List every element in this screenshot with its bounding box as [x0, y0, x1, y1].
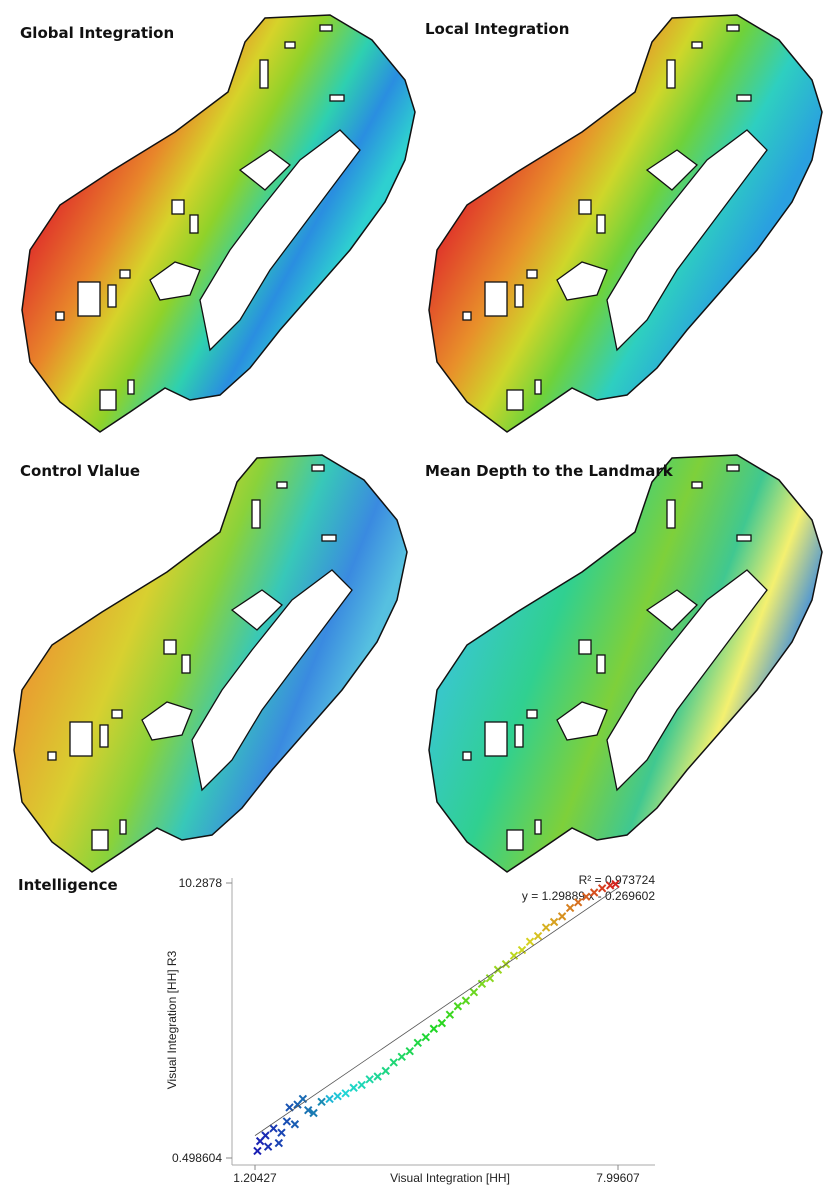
point [374, 1073, 381, 1080]
point [462, 997, 469, 1004]
point [567, 904, 574, 911]
point [446, 1011, 453, 1018]
x-axis-title: Visual Integration [HH] [390, 1171, 510, 1185]
point [265, 1143, 272, 1150]
point [559, 913, 566, 920]
point [398, 1053, 405, 1060]
point [543, 924, 550, 931]
point [286, 1104, 293, 1111]
point [527, 938, 534, 945]
y-tick-label: 10.2878 [179, 876, 223, 890]
map-title: Mean Depth to the Landmark [425, 462, 674, 480]
point [382, 1067, 389, 1074]
point [278, 1129, 285, 1136]
point [414, 1039, 421, 1046]
map-global [22, 15, 415, 432]
point [334, 1093, 341, 1100]
point [551, 918, 558, 925]
point [318, 1098, 325, 1105]
y-tick-label: 0.498604 [172, 1151, 222, 1165]
map-mean-depth [429, 455, 822, 872]
point [366, 1076, 373, 1083]
point [519, 947, 526, 954]
point [438, 1020, 445, 1027]
point [470, 989, 477, 996]
point [422, 1034, 429, 1041]
point [326, 1095, 333, 1102]
point [454, 1003, 461, 1010]
map-title: Local Integration [425, 20, 569, 38]
map-control [14, 455, 407, 872]
x-tick-label: 1.20427 [233, 1171, 277, 1185]
trendline [255, 888, 618, 1136]
point [262, 1132, 269, 1139]
point [350, 1084, 357, 1091]
point [406, 1048, 413, 1055]
map-local [429, 15, 822, 432]
point [291, 1121, 298, 1128]
annotation: y = 1.29889 x - 0.269602 [522, 889, 655, 903]
figure: Global Integration Local Integration Con… [0, 0, 828, 1185]
point [254, 1147, 261, 1154]
point [270, 1125, 277, 1132]
point [342, 1090, 349, 1097]
point [358, 1081, 365, 1088]
point [478, 980, 485, 987]
point [430, 1025, 437, 1032]
map-title: Global Integration [20, 24, 174, 42]
point [283, 1118, 290, 1125]
point [390, 1059, 397, 1066]
x-tick-label: 7.99607 [596, 1171, 640, 1185]
point [510, 952, 517, 959]
chart-title: Intelligence [18, 876, 118, 894]
point [535, 933, 542, 940]
point [275, 1140, 282, 1147]
y-axis-title: Visual Integration [HH] R3 [165, 950, 179, 1089]
map-title: Control Vlalue [20, 462, 140, 480]
